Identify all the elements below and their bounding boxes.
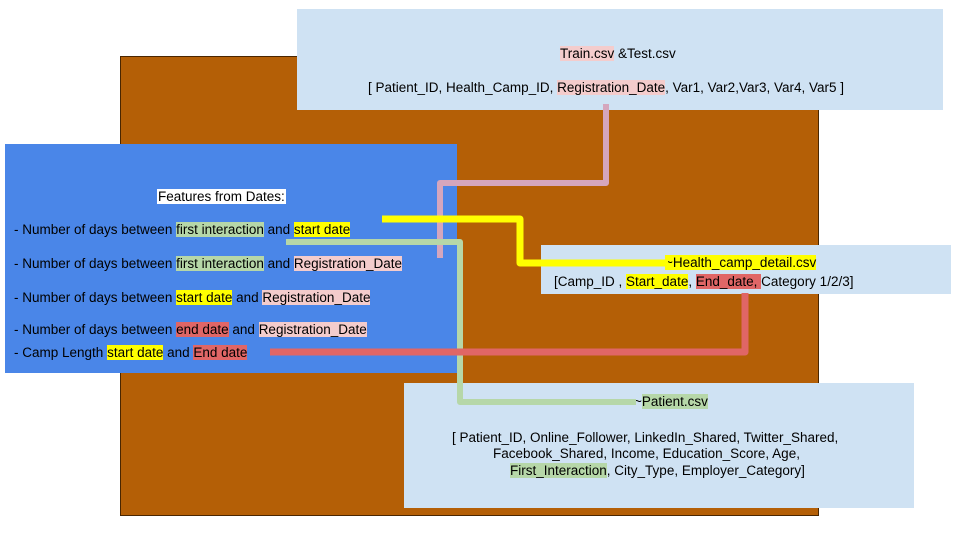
feature-line-5: - Camp Length start date and End date (14, 345, 248, 360)
first-interaction-column: First_Interaction (510, 463, 607, 478)
train-test-columns: [ Patient_ID, Health_Camp_ID, Registrati… (368, 80, 844, 95)
start-date-column: Start_date (626, 274, 689, 289)
train-test-box: Train.csv &Test.csv [ Patient_ID, Health… (297, 9, 943, 110)
patient-columns-row3: First_Interaction, City_Type, Employer_C… (510, 463, 805, 478)
feature-line-3: - Number of days between start date and … (14, 290, 371, 305)
patient-columns-row2: Facebook_Shared, Income, Education_Score… (493, 446, 800, 461)
train-csv-label: Train.csv (560, 46, 615, 61)
registration-date-column: Registration_Date (557, 80, 666, 95)
patient-columns-row1: [ Patient_ID, Online_Follower, LinkedIn_… (452, 430, 839, 445)
health-camp-title: ~Health_camp_detail.csv (665, 255, 817, 270)
feature-line-2: - Number of days between first interacti… (14, 256, 402, 271)
patient-box: ~Patient.csv [ Patient_ID, Online_Follow… (404, 383, 914, 508)
end-date-column: End_date, (695, 274, 762, 289)
feature-line-1: - Number of days between first interacti… (14, 222, 351, 237)
test-csv-label: &Test.csv (614, 46, 676, 61)
train-test-title: Train.csv &Test.csv (560, 45, 676, 62)
health-camp-box: ~Health_camp_detail.csv [Camp_ID , Start… (541, 245, 951, 294)
feature-line-4: - Number of days between end date and Re… (14, 322, 367, 337)
features-box: Features from Dates: - Number of days be… (5, 144, 457, 373)
features-heading: Features from Dates: (157, 189, 286, 204)
health-camp-columns: [Camp_ID , Start_date, End_date, Categor… (554, 274, 854, 289)
patient-title: ~Patient.csv (634, 394, 708, 409)
